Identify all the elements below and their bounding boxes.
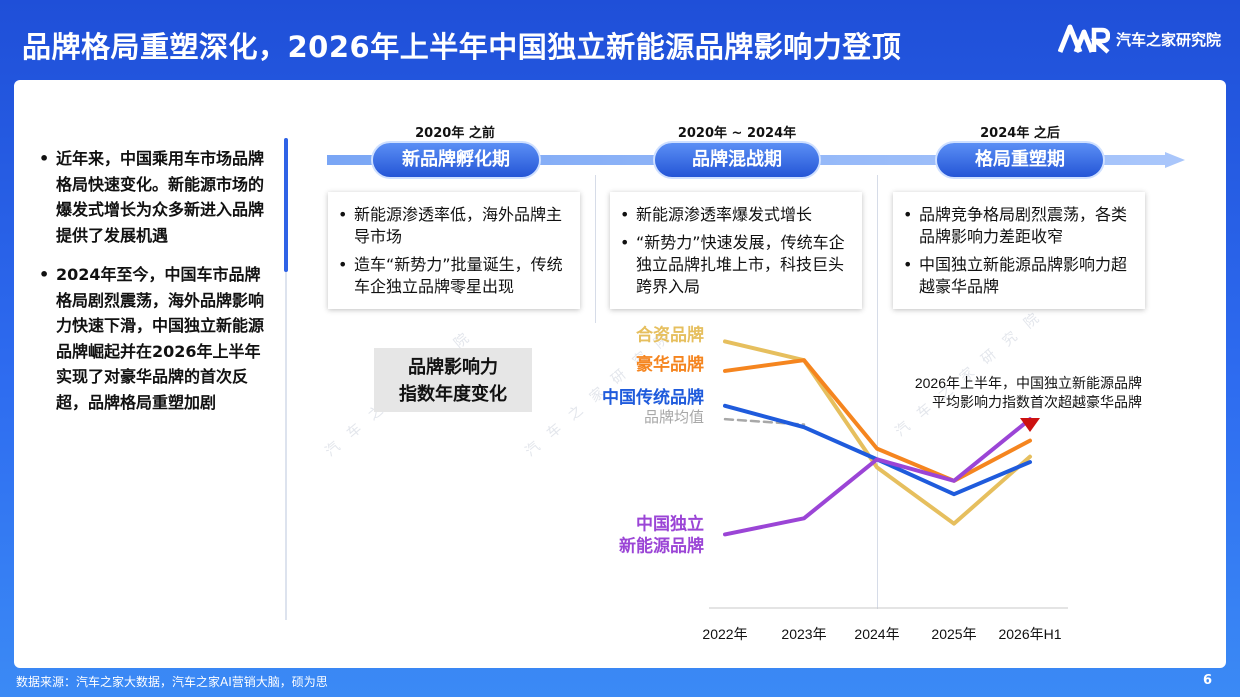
series-label-2-0: 中国传统品牌 <box>602 387 704 407</box>
desc-item: • 新能源渗透率爆发式增长 <box>620 205 813 224</box>
page-header-title: 品牌格局重塑深化，2026年上半年中国独立新能源品牌影响力登顶 <box>22 30 902 64</box>
series-line-0-0 <box>723 339 1032 526</box>
summary-bullets: • 近年来，中国乘用车市场品牌格局快速变化。新能源市场的爆发式增长为众多新进入品牌… <box>36 146 276 429</box>
desc-item: • 中国独立新能源品牌影响力超越豪华品牌 <box>903 255 1128 296</box>
left-divider <box>285 138 287 620</box>
highlight-marker-icon <box>1020 418 1040 432</box>
series-label-4-0: 中国独立 <box>636 513 704 533</box>
column-divider <box>595 175 596 323</box>
x-tick-label-1: 2023年 <box>781 626 826 642</box>
left-divider-accent <box>284 138 288 272</box>
period-pill-3: 格局重塑期 <box>937 143 1103 177</box>
chart-title-line-1: 品牌影响力 <box>408 357 498 378</box>
logo-text: 汽车之家研究院 <box>1116 30 1222 49</box>
series-label-4-1: 新能源品牌 <box>619 535 704 555</box>
period-year-1: 2020年 之前 <box>415 126 495 141</box>
period-pill-2: 品牌混战期 <box>655 143 819 177</box>
summary-bullet: • 近年来，中国乘用车市场品牌格局快速变化。新能源市场的爆发式增长为众多新进入品牌… <box>39 149 265 245</box>
x-tick-label-3: 2025年 <box>931 626 976 642</box>
x-tick-label-4: 2026年H1 <box>998 626 1061 642</box>
series-label-3-0: 品牌均值 <box>644 409 704 426</box>
series-line-1-0 <box>723 358 1032 483</box>
period-desc-box-2: • 新能源渗透率爆发式增长 • “新势力”快速发展，传统车企独立品牌扎堆上市，科技巨… <box>610 192 862 309</box>
brand-logo: 汽车之家研究院 <box>1058 24 1221 54</box>
column-divider <box>877 175 878 609</box>
desc-item: • 新能源渗透率低，海外品牌主导市场 <box>338 205 563 246</box>
series-label-0-0: 合资品牌 <box>636 324 704 344</box>
desc-item: • 品牌竞争格局剧烈震荡，各类品牌影响力差距收窄 <box>903 205 1128 246</box>
chart-title-tag: 品牌影响力 指数年度变化 <box>374 348 532 412</box>
x-tick-label-2: 2024年 <box>854 626 899 642</box>
ahr-logo-icon <box>1058 24 1110 54</box>
period-desc-box-3: • 品牌竞争格局剧烈震荡，各类品牌影响力差距收窄 • 中国独立新能源品牌影响力超越豪… <box>893 192 1145 309</box>
summary-bullet: • 2024年至今，中国车市品牌格局剧烈震荡，海外品牌影响力快速下滑，中国独立新能… <box>39 265 265 412</box>
series-label-1-0: 豪华品牌 <box>636 354 704 374</box>
desc-item: • 造车“新势力”批量诞生，传统车企独立品牌零星出现 <box>338 255 563 296</box>
desc-item: • “新势力”快速发展，传统车企独立品牌扎堆上市，科技巨头跨界入局 <box>620 233 845 296</box>
annotation-line-2: 平均影响力指数首次超越豪华品牌 <box>932 394 1142 410</box>
content-card: 汽车之家研究院 汽车之家研究院 汽车之家研究院 •近年来，中国乘用车市场品牌格局… <box>14 80 1226 668</box>
series-line-4-0 <box>723 417 1032 537</box>
x-tick-label-0: 2022年 <box>702 626 747 642</box>
period-year-2: 2020年 ~ 2024年 <box>677 126 797 141</box>
data-source: 数据来源：汽车之家大数据，汽车之家AI营销大脑，硕为思 <box>16 675 328 689</box>
annotation-line-1: 2026年上半年，中国独立新能源品牌 <box>915 375 1142 391</box>
period-desc-box-1: • 新能源渗透率低，海外品牌主导市场 • 造车“新势力”批量诞生，传统车企独立品牌零… <box>328 192 580 309</box>
period-pill-1: 新品牌孵化期 <box>373 143 539 177</box>
page-number: 6 <box>1203 673 1213 688</box>
chart-title-line-2: 指数年度变化 <box>399 384 507 405</box>
period-year-3: 2024年 之后 <box>980 126 1060 141</box>
